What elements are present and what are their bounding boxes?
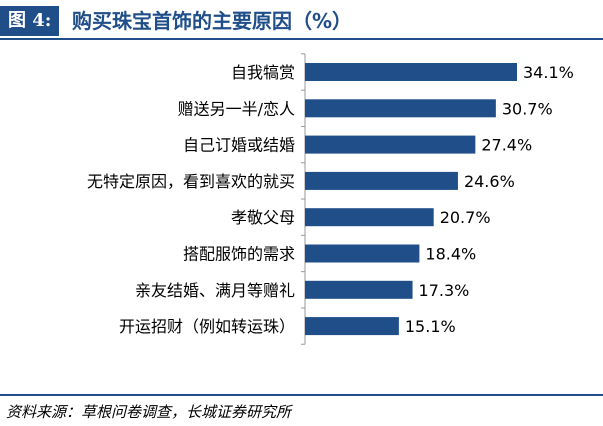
value-label: 20.7%: [440, 208, 491, 227]
bar: [305, 99, 496, 118]
bar: [305, 63, 517, 81]
figure-tag: 图 4:: [0, 6, 60, 36]
category-label: 赠送另一半/恋人: [178, 99, 295, 118]
figure-title: 购买珠宝首饰的主要原因（%）: [72, 9, 353, 33]
category-label: 亲友结婚、满月等赠礼: [135, 281, 295, 300]
value-label: 27.4%: [481, 136, 532, 155]
category-label: 开运招财（例如转运珠）: [119, 317, 295, 336]
category-label: 孝敬父母: [231, 208, 295, 227]
bar-chart: 自我犒赏 34.1% 赠送另一半/恋人 30.7% 自己订婚或结婚 27.4% 无特定原因，…: [87, 53, 574, 345]
header-divider: [0, 38, 603, 40]
footer-divider: [0, 394, 603, 396]
category-label: 自己订婚或结婚: [183, 136, 295, 155]
category-label: 自我犒赏: [231, 63, 295, 82]
figure-header: 图 4: 购买珠宝首饰的主要原因（%）: [0, 0, 603, 40]
category-label: 搭配服饰的需求: [183, 245, 295, 264]
value-label: 24.6%: [464, 172, 515, 191]
bar: [305, 280, 413, 299]
value-label: 17.3%: [419, 281, 470, 300]
value-label: 15.1%: [405, 317, 456, 336]
value-label: 34.1%: [523, 63, 574, 82]
bar: [305, 244, 420, 263]
bar: [305, 171, 458, 190]
source-note: 资料来源：草根问卷调查，长城证券研究所: [6, 403, 292, 421]
category-label: 无特定原因，看到喜欢的就买: [87, 172, 295, 191]
bar: [305, 317, 399, 336]
bar: [305, 208, 434, 227]
bar: [305, 135, 476, 154]
value-label: 18.4%: [425, 245, 476, 264]
value-label: 30.7%: [502, 99, 553, 118]
